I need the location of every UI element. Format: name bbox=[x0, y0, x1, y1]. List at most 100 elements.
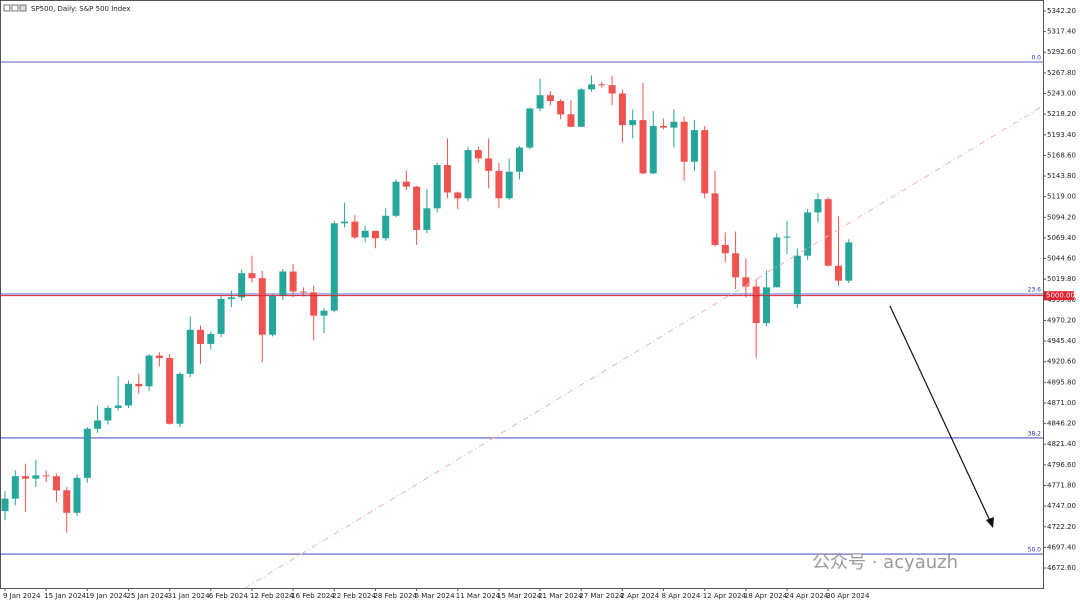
candle-body bbox=[94, 420, 102, 429]
y-tick-label: 4895.80 bbox=[1047, 378, 1076, 386]
chart-title: SP500, Daily: S&P 500 Index bbox=[31, 5, 130, 13]
y-tick-label: 4796.60 bbox=[1047, 461, 1076, 469]
candle-body bbox=[793, 255, 801, 304]
candle-body bbox=[660, 125, 668, 128]
candle-body bbox=[114, 405, 122, 408]
icon bbox=[3, 4, 11, 12]
candle-body bbox=[845, 242, 853, 281]
candle-body bbox=[464, 150, 472, 199]
candle-body bbox=[361, 230, 369, 238]
x-tick-label: 28 Feb 2024 bbox=[373, 592, 417, 600]
y-tick-label: 4722.20 bbox=[1047, 523, 1076, 531]
candle-body bbox=[567, 114, 575, 127]
trend-line bbox=[244, 105, 1044, 589]
y-tick-label: 5019.80 bbox=[1047, 275, 1076, 283]
fib-label: 23.6 bbox=[1028, 287, 1042, 294]
plot-frame bbox=[0, 0, 1044, 589]
candle-body bbox=[63, 490, 71, 513]
fib-label: 38.2 bbox=[1028, 430, 1042, 437]
candle-body bbox=[217, 298, 225, 334]
candle-body bbox=[227, 297, 235, 299]
x-tick-label: 8 Apr 2024 bbox=[662, 592, 701, 600]
arrow-head bbox=[986, 517, 994, 528]
x-tick-label: 9 Jan 2024 bbox=[3, 592, 41, 600]
x-tick-label: 5 Mar 2024 bbox=[415, 592, 455, 600]
candle-body bbox=[279, 271, 287, 296]
layer: 5342.20 5317.40 5292.60 5267.80 5243.00 5218.… bbox=[0, 7, 1076, 600]
candle-body bbox=[11, 476, 19, 499]
y-tick-label: 4871.00 bbox=[1047, 399, 1076, 407]
x-tick-label: 12 Apr 2024 bbox=[703, 592, 747, 600]
candle-body bbox=[83, 428, 91, 478]
candle-body bbox=[423, 208, 431, 230]
candle-body bbox=[608, 85, 616, 94]
candle-body bbox=[639, 120, 647, 174]
candle-body bbox=[618, 93, 626, 126]
candle-body bbox=[197, 329, 205, 344]
candle-body bbox=[413, 186, 421, 230]
candle-body bbox=[824, 199, 832, 266]
candle-body bbox=[52, 476, 60, 491]
candle-body bbox=[330, 223, 338, 311]
candle-body bbox=[485, 158, 493, 171]
icon bbox=[11, 4, 19, 12]
candle-body bbox=[505, 171, 513, 199]
candle-body bbox=[166, 358, 174, 424]
x-tick-label: 30 Apr 2024 bbox=[826, 592, 870, 600]
x-tick-label: 25 Jan 2024 bbox=[126, 592, 169, 600]
candle-body bbox=[649, 125, 657, 174]
watermark: 公众号 · acyauzh bbox=[812, 552, 958, 573]
y-tick-label: 4945.40 bbox=[1047, 337, 1076, 345]
candle-body bbox=[310, 292, 318, 316]
x-tick-label: 12 Feb 2024 bbox=[250, 592, 294, 600]
y-tick-label: 5193.40 bbox=[1047, 131, 1076, 139]
candle-body bbox=[598, 84, 606, 86]
candle-body bbox=[186, 329, 194, 374]
x-tick-label: 22 Feb 2024 bbox=[332, 592, 376, 600]
y-tick-label: 5044.60 bbox=[1047, 255, 1076, 263]
candle-body bbox=[443, 165, 451, 193]
icon bbox=[19, 4, 27, 12]
candle-body bbox=[289, 271, 297, 292]
y-tick-label: 5317.40 bbox=[1047, 28, 1076, 36]
y-tick-label: 5218.20 bbox=[1047, 110, 1076, 118]
candle-body bbox=[495, 170, 503, 199]
y-tick-label: 4970.20 bbox=[1047, 316, 1076, 324]
y-tick-label: 5168.60 bbox=[1047, 151, 1076, 159]
candle-body bbox=[371, 230, 379, 239]
arrow bbox=[889, 305, 992, 524]
candle-body bbox=[392, 181, 400, 216]
candle-body bbox=[557, 100, 565, 115]
candle-body bbox=[104, 407, 112, 421]
candle-body bbox=[516, 147, 523, 172]
candle-body bbox=[402, 181, 410, 187]
candle-body bbox=[536, 95, 544, 109]
x-tick-label: 18 Apr 2024 bbox=[744, 592, 788, 600]
x-tick-label: 24 Apr 2024 bbox=[785, 592, 829, 600]
candle-body bbox=[546, 95, 554, 101]
candle-body bbox=[454, 192, 462, 199]
x-tick-label: 31 Jan 2024 bbox=[168, 592, 211, 600]
x-tick-label: 15 Mar 2024 bbox=[497, 592, 542, 600]
candle-body bbox=[433, 165, 441, 209]
candle-body bbox=[22, 476, 30, 479]
candle-body bbox=[124, 383, 132, 406]
candle-body bbox=[577, 89, 585, 127]
y-tick-label: 5243.00 bbox=[1047, 90, 1076, 98]
price-label: 5000.00 bbox=[1046, 292, 1075, 300]
candle-body bbox=[382, 215, 390, 239]
y-tick-label: 5267.80 bbox=[1047, 69, 1076, 77]
fib-label: 0.0 bbox=[1031, 54, 1041, 61]
candle-body bbox=[145, 355, 153, 387]
x-tick-label: 16 Feb 2024 bbox=[291, 592, 335, 600]
x-tick-label: 27 Mar 2024 bbox=[579, 592, 624, 600]
candle-body bbox=[732, 253, 740, 278]
candle-body bbox=[474, 150, 482, 159]
candle-body bbox=[680, 121, 688, 162]
candle-body bbox=[248, 273, 256, 279]
candle-body bbox=[32, 475, 40, 479]
candle-body bbox=[752, 286, 760, 324]
y-tick-label: 5119.00 bbox=[1047, 193, 1076, 201]
candle-body bbox=[1, 498, 9, 512]
